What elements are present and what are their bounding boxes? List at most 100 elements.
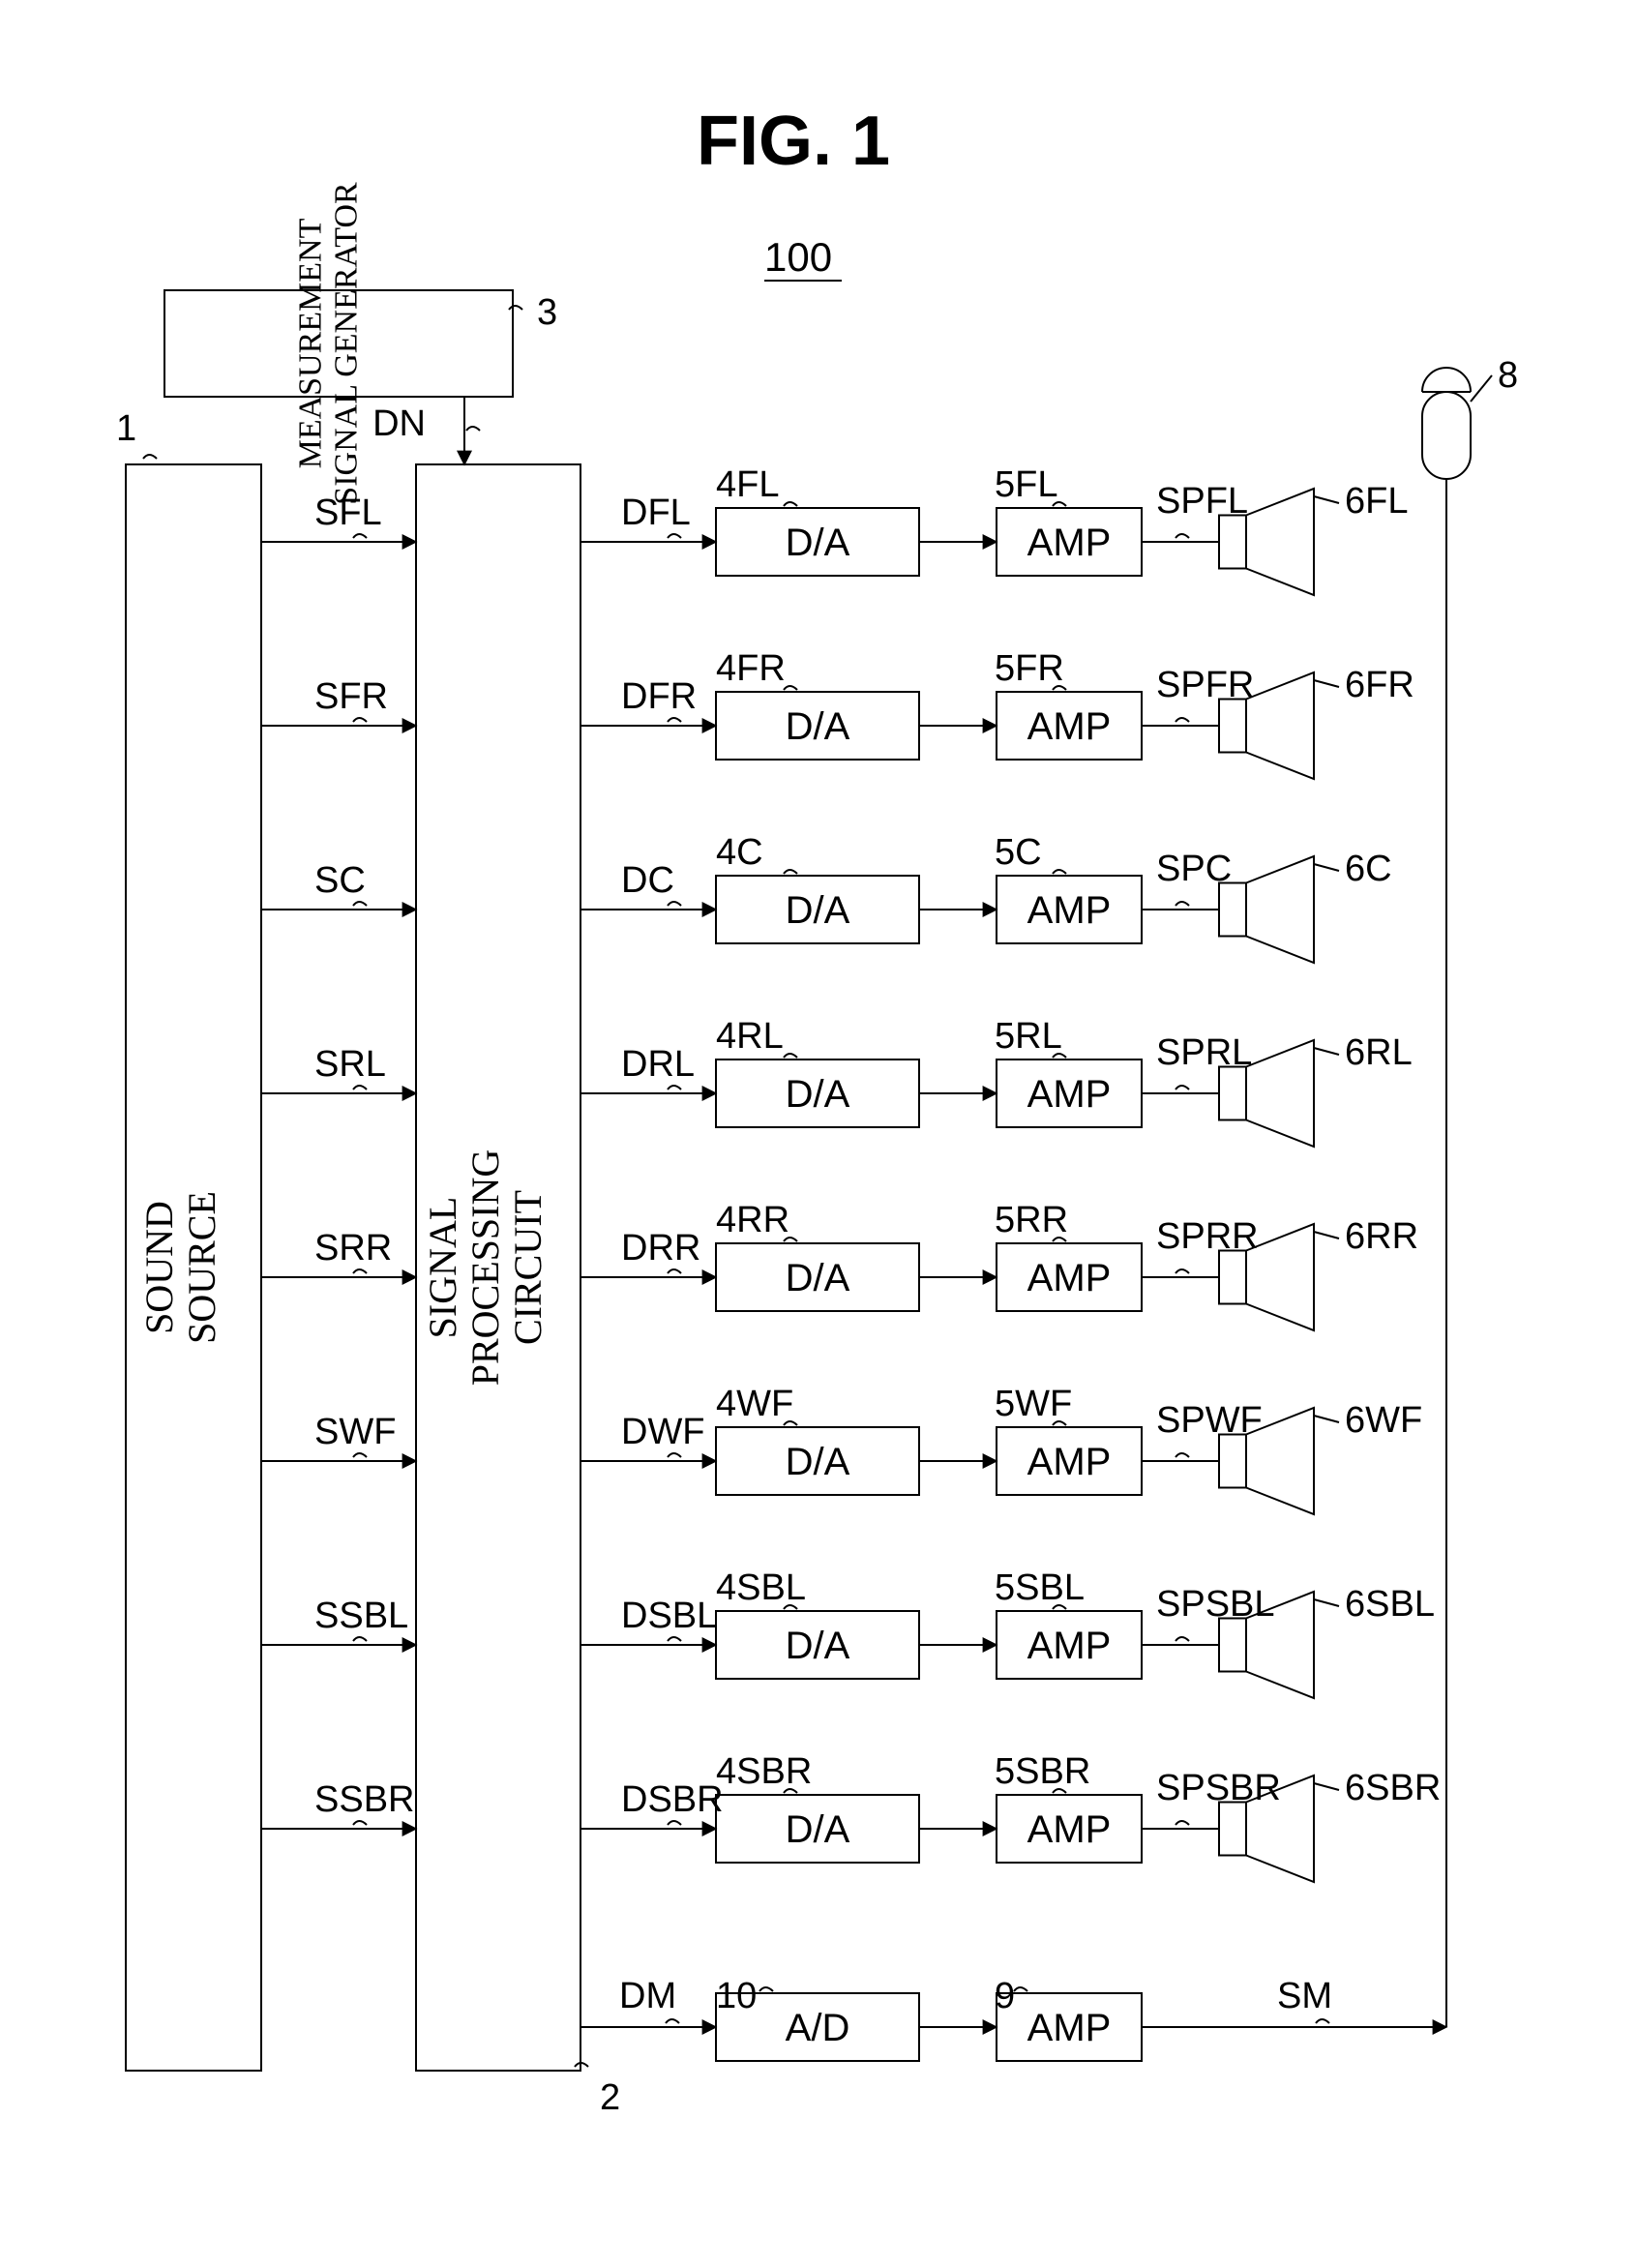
spk-leader-2 bbox=[1314, 864, 1339, 871]
amp-label-7: AMP bbox=[1027, 1808, 1112, 1851]
d-label-0: DFL bbox=[621, 492, 691, 533]
spk-ref-5: 6WF bbox=[1345, 1400, 1422, 1441]
s-label-1: SFR bbox=[314, 676, 388, 717]
leader-tick bbox=[784, 870, 797, 874]
label: PROCESSING bbox=[463, 1149, 507, 1387]
d-label-5: DWF bbox=[621, 1412, 705, 1452]
leader-tick bbox=[509, 306, 522, 310]
amp-label-3: AMP bbox=[1027, 1073, 1112, 1116]
leader-tick bbox=[784, 502, 797, 506]
spk-leader-7 bbox=[1314, 1783, 1339, 1790]
spk-ref-6: 6SBL bbox=[1345, 1584, 1435, 1625]
leader-tick bbox=[353, 1821, 367, 1825]
amp-label-0: AMP bbox=[1027, 522, 1112, 564]
spk-ref-3: 6RL bbox=[1345, 1032, 1413, 1073]
leader-tick bbox=[1053, 502, 1066, 506]
s-label-2: SC bbox=[314, 860, 366, 901]
da-label-7: D/A bbox=[786, 1808, 850, 1851]
amp-ref-5: 5WF bbox=[995, 1384, 1072, 1424]
leader-tick bbox=[666, 2019, 679, 2023]
leader-tick bbox=[353, 1637, 367, 1641]
speaker-6-body bbox=[1219, 1619, 1246, 1672]
da-ref-5: 4WF bbox=[716, 1384, 793, 1424]
d-label-1: DFR bbox=[621, 676, 697, 717]
microphone-dome bbox=[1422, 368, 1471, 392]
amp-label-2: AMP bbox=[1027, 889, 1112, 932]
leader-tick bbox=[668, 1453, 681, 1457]
da-ref-0: 4FL bbox=[716, 464, 779, 505]
leader-tick bbox=[668, 534, 681, 538]
leader-tick bbox=[466, 427, 480, 431]
s-label-5: SWF bbox=[314, 1412, 396, 1452]
s-label-0: SFL bbox=[314, 492, 382, 533]
s-label-3: SRL bbox=[314, 1044, 386, 1085]
d-label-4: DRR bbox=[621, 1228, 700, 1268]
s-label-4: SRR bbox=[314, 1228, 392, 1268]
label: CIRCUIT bbox=[506, 1190, 550, 1345]
leader-tick bbox=[353, 902, 367, 906]
speaker-1-body bbox=[1219, 700, 1246, 753]
leader-tick bbox=[353, 1453, 367, 1457]
leader-tick bbox=[143, 455, 157, 459]
leader-tick bbox=[1176, 902, 1189, 906]
leader-tick bbox=[1053, 870, 1066, 874]
leader-tick bbox=[784, 1054, 797, 1058]
speaker-5-body bbox=[1219, 1435, 1246, 1488]
sound-source-ref: 1 bbox=[116, 408, 136, 449]
spk-leader-4 bbox=[1314, 1232, 1339, 1238]
spk-ref-1: 6FR bbox=[1345, 665, 1414, 705]
leader-tick bbox=[353, 534, 367, 538]
amp-label-6: AMP bbox=[1027, 1625, 1112, 1667]
measurement-signal-generator-label: MEASUREMENTSIGNAL GENERATOR bbox=[292, 182, 364, 505]
block-diagram: FIG. 1100SOUNDSOURCE1SIGNALPROCESSINGCIR… bbox=[0, 0, 1637, 2268]
mic-ref: 8 bbox=[1498, 355, 1518, 396]
d-label-3: DRL bbox=[621, 1044, 695, 1085]
speaker-2-cone bbox=[1246, 856, 1314, 963]
da-ref-6: 4SBL bbox=[716, 1567, 806, 1608]
spk-leader-0 bbox=[1314, 496, 1339, 503]
amp-ref-4: 5RR bbox=[995, 1200, 1068, 1240]
s-label-7: SSBR bbox=[314, 1779, 414, 1820]
amp-ref-3: 5RL bbox=[995, 1016, 1062, 1057]
spk-leader-1 bbox=[1314, 680, 1339, 687]
leader-tick bbox=[1176, 1453, 1189, 1457]
signal-processing-label: SIGNALPROCESSINGCIRCUIT bbox=[421, 1149, 550, 1387]
amp-label-1: AMP bbox=[1027, 705, 1112, 748]
leader-tick bbox=[1176, 1821, 1189, 1825]
speaker-3-body bbox=[1219, 1067, 1246, 1120]
s-label-6: SSBL bbox=[314, 1596, 408, 1636]
measurement-signal-generator-ref: 3 bbox=[537, 292, 557, 333]
leader-tick bbox=[1176, 718, 1189, 722]
leader-tick bbox=[668, 1086, 681, 1089]
leader-tick bbox=[668, 1269, 681, 1273]
da-label-4: D/A bbox=[786, 1257, 850, 1299]
speaker-0-body bbox=[1219, 516, 1246, 569]
speaker-1-cone bbox=[1246, 672, 1314, 779]
label: SOUND bbox=[137, 1201, 181, 1334]
amp-ref-1: 5FR bbox=[995, 648, 1064, 689]
leader-tick bbox=[784, 686, 797, 690]
spk-leader-3 bbox=[1314, 1048, 1339, 1055]
sp-label-6: SPSBL bbox=[1156, 1584, 1275, 1625]
leader-tick bbox=[668, 718, 681, 722]
leader-tick bbox=[1176, 534, 1189, 538]
speaker-0-cone bbox=[1246, 489, 1314, 595]
dm-label: DM bbox=[619, 1976, 676, 2016]
amp-ref-0: 5FL bbox=[995, 464, 1057, 505]
spk-ref-4: 6RR bbox=[1345, 1216, 1418, 1257]
signal-processing-ref: 2 bbox=[600, 2077, 620, 2118]
leader-tick bbox=[668, 1821, 681, 1825]
d-label-7: DSBR bbox=[621, 1779, 724, 1820]
spk-leader-5 bbox=[1314, 1416, 1339, 1422]
da-ref-2: 4C bbox=[716, 832, 763, 873]
speaker-7-body bbox=[1219, 1803, 1246, 1856]
return-amp-label: AMP bbox=[1027, 2007, 1112, 2049]
leader-tick bbox=[784, 1238, 797, 1241]
da-label-2: D/A bbox=[786, 889, 850, 932]
leader-tick bbox=[668, 1637, 681, 1641]
microphone-body bbox=[1422, 392, 1471, 479]
leader-tick bbox=[1176, 1637, 1189, 1641]
spk-ref-7: 6SBR bbox=[1345, 1768, 1441, 1808]
leader-tick bbox=[353, 1086, 367, 1089]
da-ref-1: 4FR bbox=[716, 648, 786, 689]
